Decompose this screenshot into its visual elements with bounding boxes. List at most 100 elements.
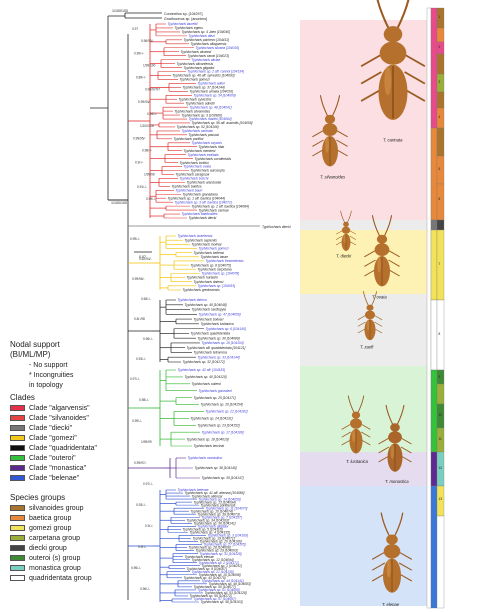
band-purple xyxy=(300,452,430,486)
taxon-label: Typhlocharis outeroi xyxy=(192,382,222,386)
taxon-label: Typhlocharis sp. 16 [104104] xyxy=(202,341,244,345)
legend-swatch xyxy=(10,555,25,561)
support-value: 0.96/-/- xyxy=(131,566,141,570)
group-bar-segment xyxy=(437,384,444,404)
photo-caption: T. diecki xyxy=(336,254,352,259)
clade-bar-segment xyxy=(431,128,437,220)
legend-swatch xyxy=(10,475,25,481)
group-legend-row: gomezi group xyxy=(10,523,92,533)
support-value: 0.98/97/97 xyxy=(145,88,160,92)
clade-legend-row: Clade "algarvensis" xyxy=(10,403,97,413)
support-value: 0.97/-/- xyxy=(130,377,140,381)
taxon-label: Typhlocharis sp. 33 [104144] xyxy=(198,355,240,359)
taxon-label: Typhlocharis monastica xyxy=(188,456,223,460)
taxon-label: Typhlocharis lusitanica xyxy=(201,322,234,326)
group-bar-segment xyxy=(437,54,444,74)
bar-number: 6 xyxy=(439,197,441,201)
bar-number: 4 xyxy=(439,115,441,119)
photo-caption: T. silvanoides xyxy=(320,174,346,179)
group-legend-row: outeroi (s) group xyxy=(10,553,92,563)
clade-bar-segment xyxy=(431,486,437,608)
bar-number: 13 xyxy=(439,497,443,501)
group-bar-segment xyxy=(437,28,444,42)
taxon-label: Typhlocharis sp. 40 [104120] xyxy=(185,375,227,379)
legend-label: Clade "diecki" xyxy=(29,424,72,433)
clade-bar-segment xyxy=(431,370,437,452)
legend-label: baetica group xyxy=(29,514,71,523)
legend-label: monastica group xyxy=(29,564,81,573)
support-value: 1/99/99 xyxy=(141,440,152,444)
legend-label: quadridentata group xyxy=(29,574,92,583)
band-blue xyxy=(300,486,430,606)
support-value: 0.96/95/- xyxy=(141,39,154,43)
clades-title: Clades xyxy=(10,393,97,403)
support-subtitle: (BI/ML/MP) xyxy=(10,350,73,360)
clade-legend-row: Clade "belenae" xyxy=(10,473,97,483)
taxon-label: Typhlocharis sp. 25 [104171] xyxy=(194,396,236,400)
groups-legend: Species groups silvanoides group baetica … xyxy=(10,493,92,583)
legend-swatch xyxy=(10,505,25,511)
incongruence-label-2: in topology xyxy=(29,381,63,390)
support-value: 0.89/-/- xyxy=(136,76,146,80)
legend-swatch xyxy=(10,425,25,431)
support-title: Nodal support xyxy=(10,340,73,350)
clade-legend-row: Clade "quadridentata" xyxy=(10,443,97,453)
support-value: 0.9/-/- xyxy=(138,545,146,549)
band-green xyxy=(300,366,430,452)
group-bar-segment xyxy=(437,184,444,220)
legend-swatch xyxy=(10,545,25,551)
taxon-label: Typhlocharis sp. 22 [104182] xyxy=(206,410,248,414)
support-value: 0.62/94/- xyxy=(139,257,152,261)
support-value: 0.99/96/- xyxy=(132,277,145,281)
support-value: 0.99/-/- xyxy=(130,237,140,241)
bar-number: 8 xyxy=(439,332,441,336)
groups-title: Species groups xyxy=(10,493,92,503)
legend-label: Clade "algarvensis" xyxy=(29,404,90,413)
mid-support: 1/100/100 xyxy=(111,201,127,205)
clade-legend-row: Clade "silvanoides" xyxy=(10,413,97,423)
bar-number: 11 xyxy=(439,437,443,441)
photo-caption: T. elenae xyxy=(382,602,400,607)
legend-label: Clade "belenae" xyxy=(29,474,79,483)
taxon-label: Typhlocharis sp. 18 [104019] xyxy=(187,437,229,441)
legend-label: outeroi (s) group xyxy=(29,554,80,563)
group-legend-row: baetica group xyxy=(10,513,92,523)
bar-number: 1 xyxy=(439,15,441,19)
clade-legend-row: Clade "gomezi" xyxy=(10,433,97,443)
bar-number: 7 xyxy=(439,262,441,266)
taxon-label: Typhlocharis cardiopyla xyxy=(192,308,227,312)
taxon-label: Typhlocharis aff. quadridentata [104121] xyxy=(187,346,246,350)
group-legend-row: diecki group xyxy=(10,543,92,553)
legend-swatch xyxy=(10,565,25,571)
clade-black: Typhlocharis ibericaTyphlocharis sp. 45 … xyxy=(152,298,246,364)
support-value: 0.99/95/- xyxy=(133,136,146,140)
support-value: 1/99/100 xyxy=(143,63,156,67)
support-value: 0.9/-/- xyxy=(135,161,143,165)
clade-red: Typhlocharis laurettiiTyphlocharis egens… xyxy=(142,22,253,220)
support-value: 0.93/-/- xyxy=(136,503,146,507)
taxon-label: Typhlocharis sp. 35 [104147] xyxy=(202,476,244,480)
band-red xyxy=(300,20,430,220)
support-value: 0.99/94/- xyxy=(138,100,151,104)
clade-legend-row: Clade "outeroi" xyxy=(10,453,97,463)
group-bar-segment xyxy=(437,92,444,108)
legend-swatch xyxy=(10,525,25,531)
taxon-label: Typhlocharis sp. 38 [104140] xyxy=(195,466,237,470)
group-legend-row: quadridentata group xyxy=(10,573,92,583)
legend-swatch xyxy=(10,455,25,461)
taxon-label: Typhlocharis sp. 47 [104056] xyxy=(199,313,241,317)
support-value: 0.98/-/- xyxy=(142,148,152,152)
support-value: 1/99/99 xyxy=(144,173,155,177)
band-diecki xyxy=(300,220,430,230)
clade-bar-segment xyxy=(431,300,437,370)
support-value: 0.99/97/- xyxy=(134,461,147,465)
clade-purple: Typhlocharis monastica Typhlocharis sp. 3… xyxy=(162,456,244,480)
legend-label: carpetana group xyxy=(29,534,80,543)
support-value: 1/100/100 xyxy=(140,124,154,128)
support-value: 0.96/-/- xyxy=(143,337,153,341)
taxon-label: Typhlocharis sp. 6 [104145] xyxy=(206,327,246,331)
taxon-label: Typhlocharis sp. 42 aff. [104181] xyxy=(178,368,226,372)
legend-swatch xyxy=(10,435,25,441)
legend-label: gomezi group xyxy=(29,524,71,533)
